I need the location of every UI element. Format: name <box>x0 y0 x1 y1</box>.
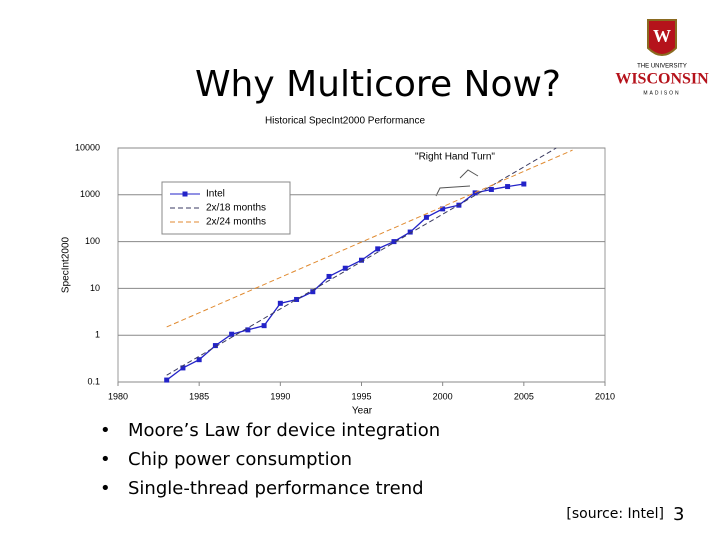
y-tick-label: 10000 <box>75 142 100 152</box>
x-axis-label: Year <box>352 406 373 417</box>
legend-label: 2x/24 months <box>206 217 266 228</box>
y-tick-label: 0.1 <box>87 376 100 386</box>
page-number: 3 <box>673 504 684 525</box>
data-point <box>342 265 348 271</box>
annotation: "Right Hand Turn" <box>415 152 495 163</box>
bullet: Single-thread performance trend <box>128 478 424 499</box>
x-tick-label: 2000 <box>433 391 453 401</box>
svg-text:W: W <box>653 26 671 46</box>
x-tick-label: 2005 <box>514 391 534 401</box>
data-point <box>407 229 413 235</box>
data-point <box>180 365 186 371</box>
data-point <box>245 327 251 333</box>
y-tick-label: 1000 <box>80 189 100 199</box>
legend-marker <box>182 191 188 197</box>
x-tick-label: 1980 <box>108 391 128 401</box>
data-point <box>212 343 218 349</box>
data-point <box>294 296 300 302</box>
legend-label: Intel <box>206 189 225 200</box>
data-point <box>440 206 446 212</box>
data-point <box>310 289 316 295</box>
logo-text: MADISON <box>643 90 680 96</box>
x-tick-label: 1990 <box>270 391 290 401</box>
y-tick-label: 100 <box>85 236 100 246</box>
bullet-dot: • <box>100 478 111 499</box>
data-point <box>229 331 235 337</box>
bullet-dot: • <box>100 420 111 441</box>
data-point <box>359 257 364 263</box>
series-line <box>166 147 557 376</box>
data-point <box>326 273 332 279</box>
series-line <box>166 149 573 328</box>
bullet: Moore’s Law for device integration <box>128 420 440 441</box>
logo-text: THE UNIVERSITY <box>637 64 687 70</box>
logo: W THE UNIVERSITY WISCONSIN MADISON <box>615 19 709 96</box>
data-point <box>391 239 397 245</box>
legend-box <box>161 181 291 235</box>
x-tick-label: 1985 <box>189 391 209 401</box>
logo-text: WISCONSIN <box>615 71 709 88</box>
data-point <box>505 184 511 190</box>
data-point <box>375 246 381 252</box>
legend-label: 2x/18 months <box>206 203 266 214</box>
source: [source: Intel] <box>566 506 664 522</box>
chart-area <box>60 108 616 414</box>
data-point <box>261 323 267 329</box>
data-point <box>277 300 283 306</box>
annotation-arrow <box>435 185 471 197</box>
x-tick-label: 2010 <box>595 391 615 401</box>
chart-title: Historical SpecInt2000 Performance <box>265 116 426 127</box>
bullet-dot: • <box>100 449 111 470</box>
data-point <box>521 181 527 187</box>
data-point <box>196 357 202 363</box>
y-tick-label: 1 <box>95 330 100 340</box>
y-tick-label: 10 <box>90 283 100 293</box>
y-axis-label: SpecInt2000 <box>61 236 72 293</box>
data-point <box>488 186 494 192</box>
annotation-arrow <box>459 169 479 179</box>
slide-title: Why Multicore Now? <box>195 64 561 105</box>
data-point <box>164 377 170 383</box>
x-tick-label: 1995 <box>351 391 371 401</box>
bullet: Chip power consumption <box>128 449 352 470</box>
data-point <box>423 214 429 220</box>
